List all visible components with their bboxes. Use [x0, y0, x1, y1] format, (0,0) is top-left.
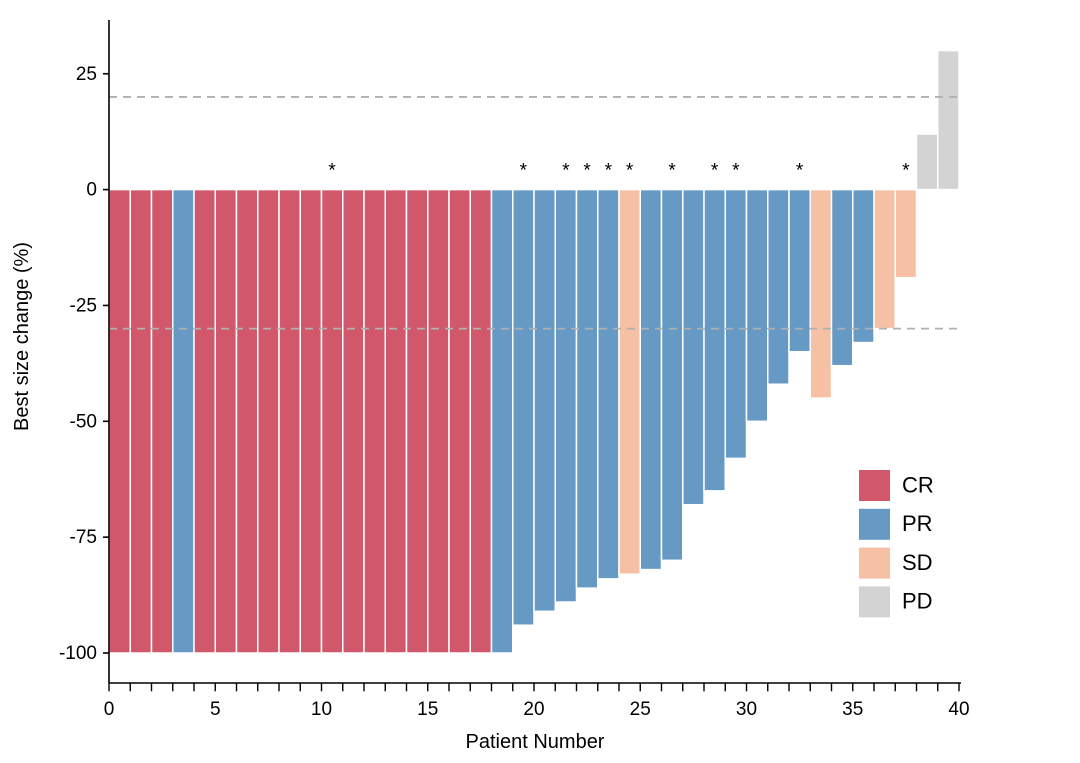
- svg-text:-100: -100: [59, 643, 97, 664]
- svg-text:-25: -25: [70, 295, 97, 316]
- svg-text:25: 25: [76, 64, 97, 85]
- svg-text:15: 15: [417, 699, 438, 720]
- svg-text:-75: -75: [70, 527, 97, 548]
- svg-text:5: 5: [210, 699, 221, 720]
- svg-text:*: *: [626, 161, 634, 182]
- svg-text:*: *: [562, 161, 570, 182]
- svg-text:*: *: [605, 161, 613, 182]
- svg-text:25: 25: [630, 699, 651, 720]
- svg-text:PD: PD: [902, 589, 933, 614]
- svg-text:-50: -50: [70, 411, 97, 432]
- svg-text:*: *: [520, 161, 528, 182]
- svg-text:*: *: [732, 161, 740, 182]
- svg-text:*: *: [668, 161, 676, 182]
- svg-text:0: 0: [104, 699, 115, 720]
- svg-text:*: *: [902, 161, 910, 182]
- svg-text:10: 10: [311, 699, 332, 720]
- svg-text:30: 30: [736, 699, 757, 720]
- svg-text:*: *: [796, 161, 804, 182]
- svg-text:*: *: [711, 161, 719, 182]
- svg-text:40: 40: [948, 699, 969, 720]
- svg-text:PR: PR: [902, 511, 933, 536]
- svg-text:CR: CR: [902, 472, 934, 497]
- svg-text:20: 20: [523, 699, 544, 720]
- svg-text:*: *: [328, 161, 336, 182]
- svg-text:SD: SD: [902, 550, 933, 575]
- svg-text:0: 0: [86, 180, 97, 201]
- svg-text:35: 35: [842, 699, 863, 720]
- svg-text:*: *: [583, 161, 591, 182]
- svg-text:Best size change (%): Best size change (%): [11, 242, 33, 431]
- svg-text:Patient Number: Patient Number: [466, 731, 605, 753]
